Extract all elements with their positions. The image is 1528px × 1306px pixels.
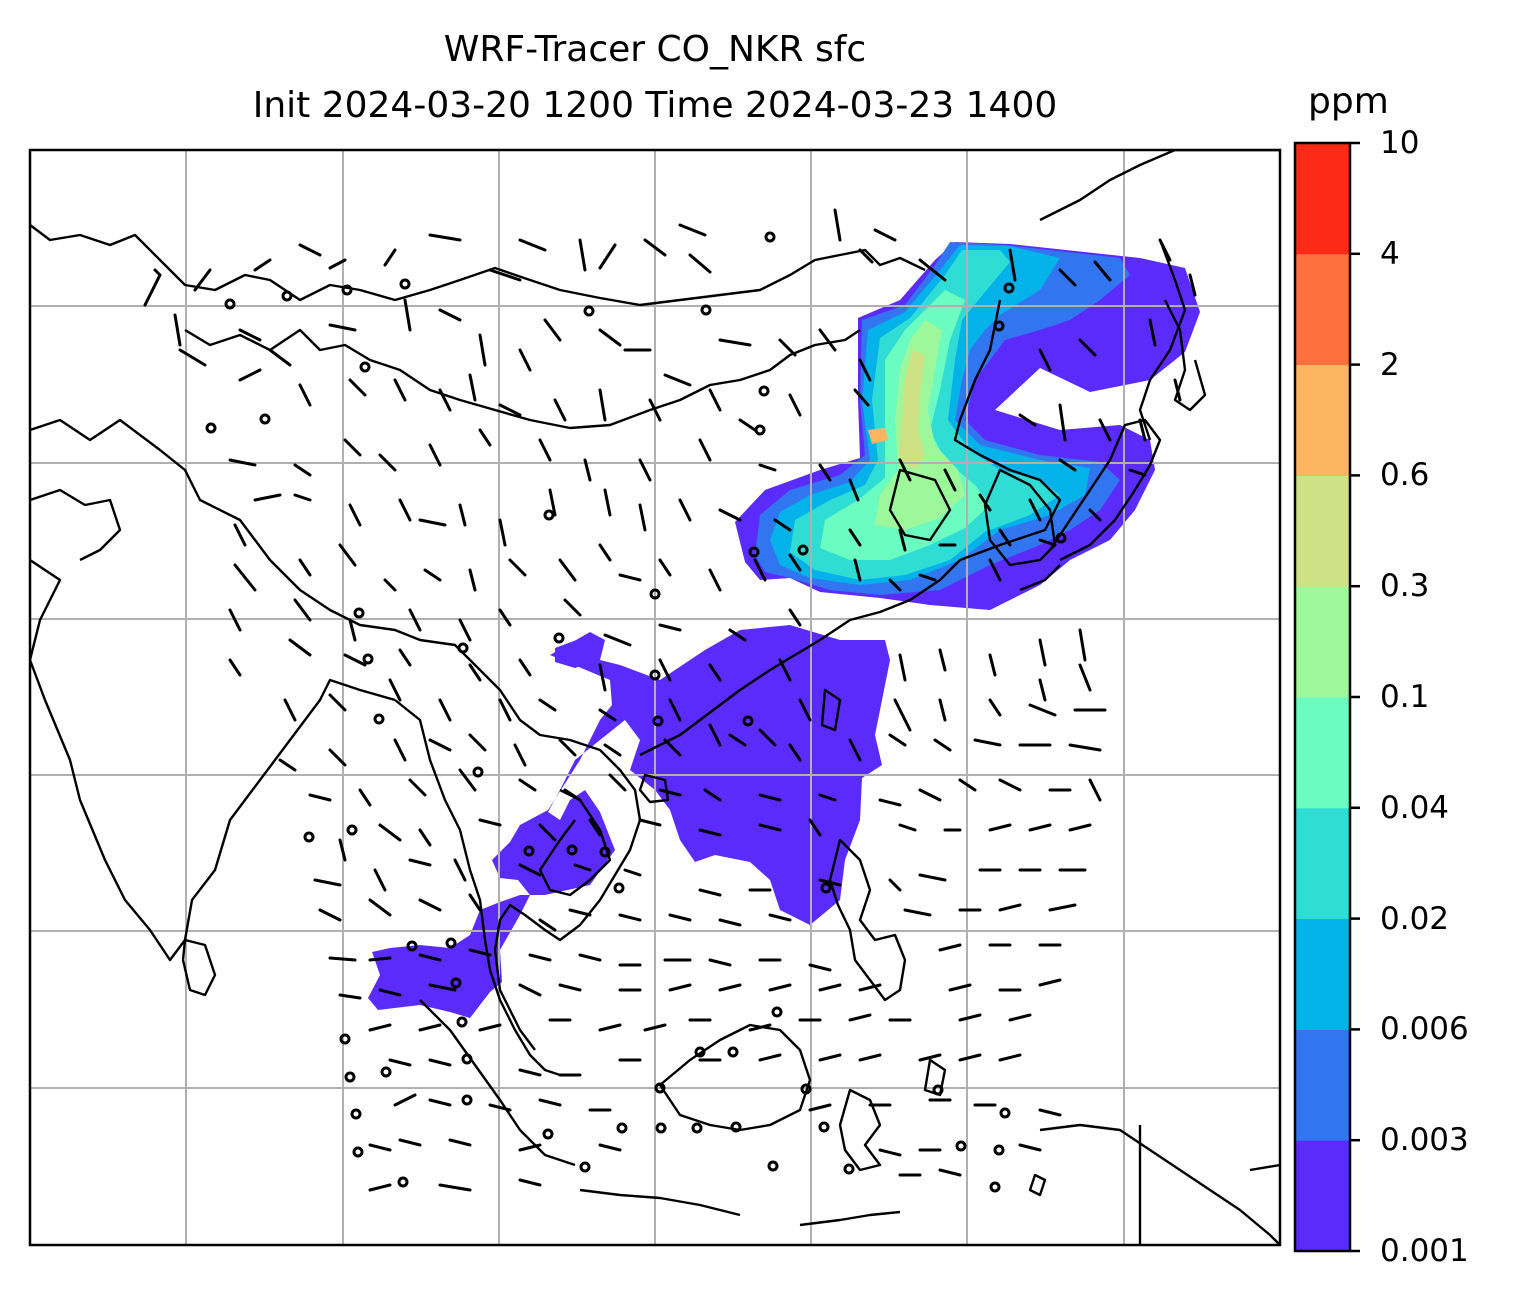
colorbar-tick-label: 10 [1380, 125, 1420, 161]
sri-lanka [181, 938, 217, 997]
malay-peninsula [488, 969, 561, 1077]
colorbar-tick-label: 0.3 [1380, 568, 1430, 605]
myanmar-coast [394, 699, 492, 971]
colorbar-unit: ppm [1308, 81, 1389, 122]
colorbar-band [1295, 918, 1350, 1030]
colorbar-band [1295, 697, 1350, 809]
plume-north-0.3 [898, 350, 925, 470]
colorbar-tick-label: 4 [1380, 235, 1400, 272]
hainan [638, 773, 670, 804]
colorbar-band [1295, 1029, 1350, 1141]
colorbar-band [1295, 364, 1350, 476]
plume-west-speck [555, 635, 598, 668]
colorbar-tick-label: 0.003 [1380, 1122, 1469, 1159]
russia-coast [1039, 150, 1280, 441]
indochina-coast [469, 659, 642, 1051]
colorbar-tick-label: 0.04 [1380, 789, 1450, 826]
colorbar-band [1295, 807, 1350, 920]
philippines [828, 838, 907, 1002]
sumatra [419, 999, 576, 1167]
colorbar-ticks [1350, 141, 1360, 1253]
java [579, 1188, 741, 1217]
india-coast [30, 559, 396, 962]
colorbar-tick-label: 0.1 [1380, 679, 1430, 715]
china-coast [639, 299, 1062, 757]
sulawesi [838, 1088, 882, 1172]
borneo [658, 1023, 812, 1132]
colorbar-tick-label: 0.006 [1380, 1011, 1469, 1048]
colorbar-tick-label: 0.6 [1380, 457, 1430, 494]
bohai [888, 468, 952, 542]
plot-area [30, 150, 1280, 1245]
central-asia-border [30, 224, 926, 307]
mongolia-border [184, 328, 861, 430]
colorbar [1295, 143, 1350, 1252]
colorbar-tick-label: 0.001 [1380, 1233, 1469, 1269]
colorbar-band [1295, 253, 1350, 366]
map-title-line-1: WRF-Tracer CO_NKR sfc [443, 29, 867, 70]
coastlines [30, 150, 1280, 1245]
gridlines [30, 150, 1280, 1245]
calm-markers [205, 231, 1067, 1193]
new-guinea [1039, 1123, 1280, 1245]
map-frame [28, 148, 1282, 1247]
himalaya-border [30, 418, 471, 661]
colorbar-tick-label: 0.02 [1380, 900, 1450, 937]
map-title-line-2: Init 2024-03-20 1200 Time 2024-03-23 140… [252, 85, 1058, 126]
plume-north-0.6 [868, 428, 888, 444]
colorbar-band [1295, 1140, 1350, 1252]
japan [1019, 418, 1162, 592]
taiwan [820, 688, 842, 732]
colorbar-band [1295, 475, 1350, 587]
wind-barbs [143, 208, 1197, 1192]
colorbar-band [1295, 586, 1350, 698]
pakistan-border [30, 488, 122, 562]
sakhalin [1163, 299, 1207, 412]
korea [983, 468, 1057, 567]
timor [799, 1210, 901, 1227]
colorbar-band [1295, 143, 1350, 255]
colorbar-tick-label: 2 [1380, 346, 1400, 383]
